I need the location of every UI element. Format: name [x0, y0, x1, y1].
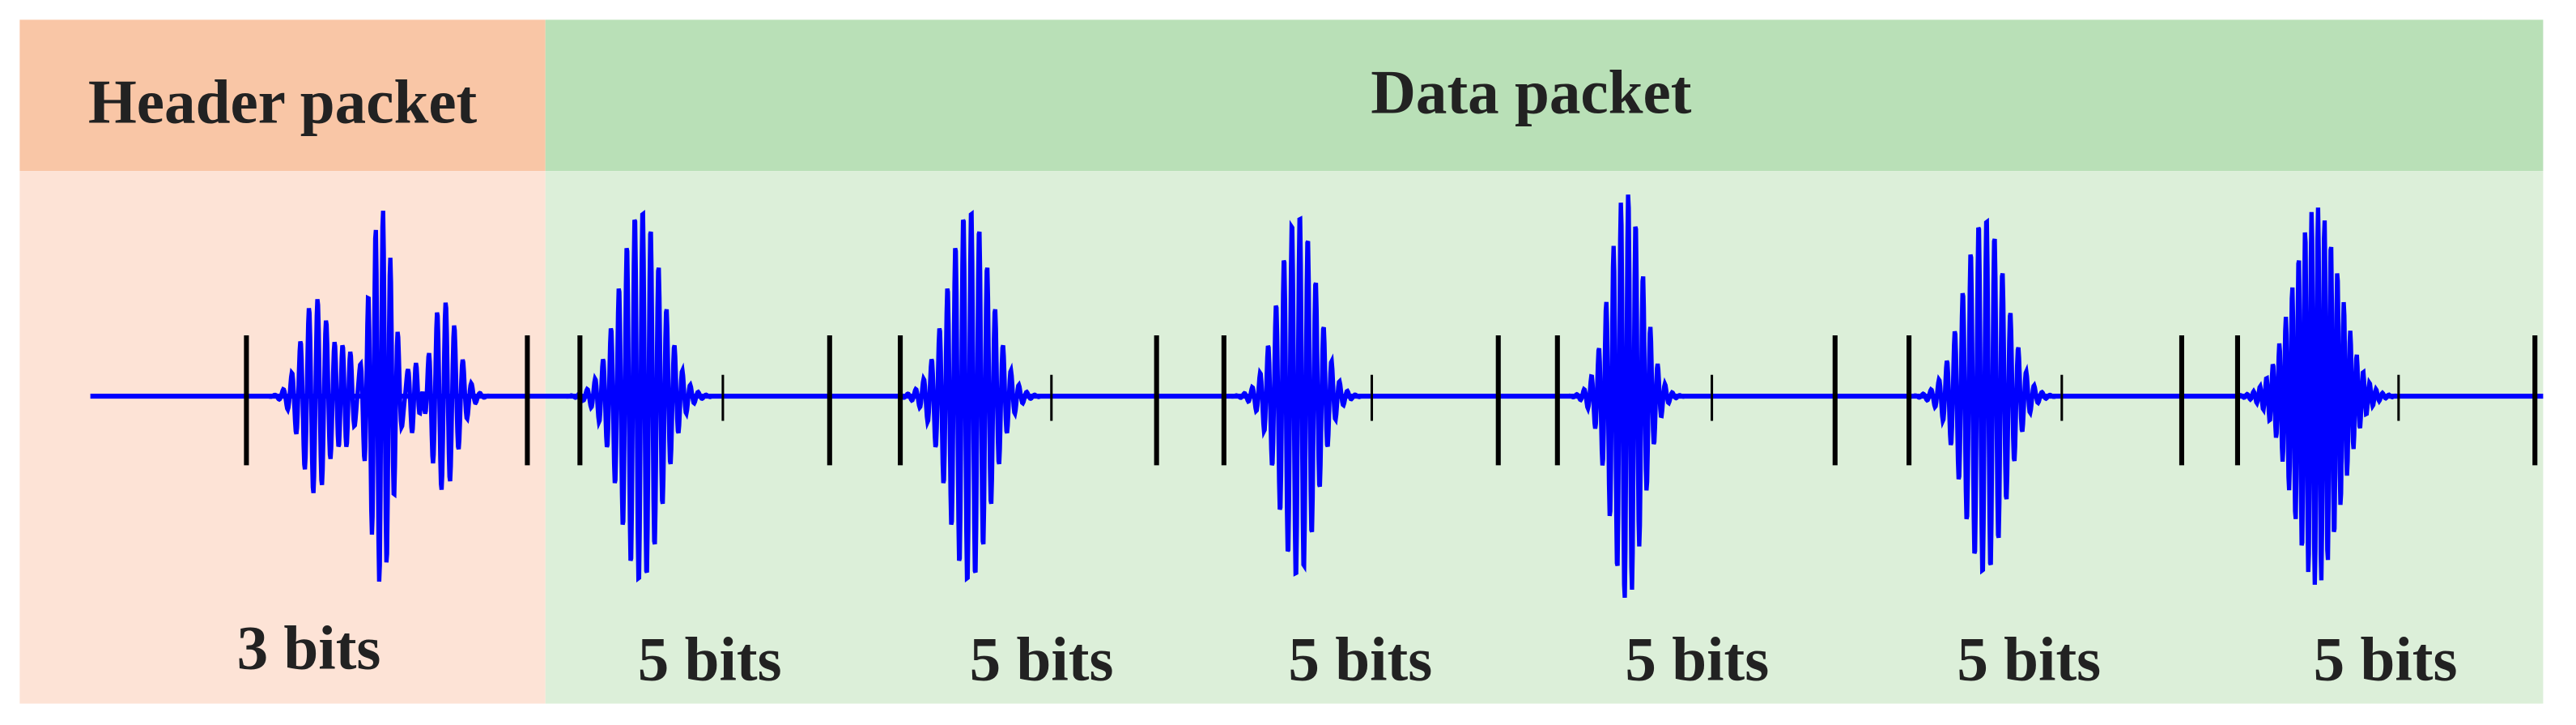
ticks — [244, 335, 2538, 466]
waveform — [2225, 207, 2407, 585]
waveform — [1207, 215, 1388, 577]
segment-labels: 5 bits 5 bits 5 bits 5 bits 5 bits 5 bits — [638, 625, 2458, 694]
segment-bits: 5 bits — [2314, 625, 2458, 694]
segment-bits: 5 bits — [1957, 625, 2101, 694]
data-body — [545, 171, 2544, 704]
data-title: Data packet — [1371, 57, 1692, 126]
waveform — [1894, 217, 2075, 575]
waveform — [262, 211, 510, 582]
waveform — [878, 210, 1060, 583]
segment-bits: 5 bits — [638, 625, 782, 694]
segment-bits: 5 bits — [1288, 625, 1432, 694]
header-bits: 3 bits — [237, 612, 381, 682]
waveform — [1536, 194, 1717, 599]
header-band — [19, 19, 546, 172]
header-title: Header packet — [88, 67, 478, 137]
data-band — [545, 19, 2544, 172]
segment-bits: 5 bits — [970, 625, 1114, 694]
segment-bits: 5 bits — [1625, 625, 1769, 694]
